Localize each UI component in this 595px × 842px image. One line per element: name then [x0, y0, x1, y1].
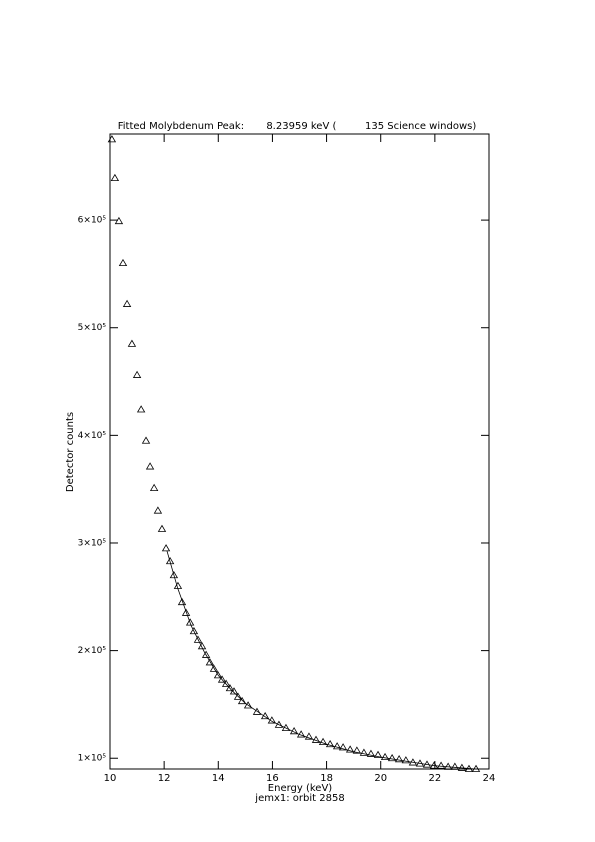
data-point [401, 756, 411, 764]
y-axis-label: Detector counts [65, 412, 76, 492]
data-point [325, 739, 335, 748]
data-point [145, 462, 155, 470]
x-tick-label: 10 [104, 773, 117, 784]
data-point [217, 675, 227, 683]
data-point [153, 506, 163, 514]
subtitle: jemx1: orbit 2858 [254, 793, 344, 804]
x-axis-label: Energy (keV) [268, 783, 333, 794]
data-point [177, 597, 187, 606]
data-point [471, 764, 481, 772]
x-tick-label: 20 [374, 773, 387, 784]
data-point [304, 732, 314, 740]
y-tick-label: 4×10⁵ [78, 431, 107, 441]
data-point [149, 483, 159, 491]
data-point [380, 752, 390, 761]
data-point [107, 135, 117, 143]
data-point [394, 755, 404, 763]
data-point [359, 748, 369, 756]
data-point [366, 749, 376, 757]
y-tick-label: 1×10⁵ [78, 754, 107, 764]
plot-frame [109, 133, 490, 770]
data-point [233, 692, 243, 700]
data-point [132, 370, 142, 378]
data-point [338, 743, 348, 751]
fit-line [166, 550, 476, 770]
data-point [318, 737, 328, 745]
data-point [197, 642, 207, 650]
data-point [373, 750, 383, 758]
data-point [436, 761, 446, 769]
y-tick-label: 3×10⁵ [78, 538, 107, 548]
data-point [181, 608, 191, 616]
y-tick-label: 5×10⁵ [78, 323, 107, 333]
data-point [205, 658, 215, 666]
data-point [189, 626, 199, 635]
data-point [114, 216, 124, 225]
data-point [332, 742, 342, 750]
data-point [352, 746, 362, 754]
x-tick-label: 14 [212, 773, 225, 784]
data-point [136, 405, 146, 413]
data-point [345, 745, 355, 753]
x-tick-label: 12 [158, 773, 171, 784]
data-point [193, 635, 203, 643]
data-point [122, 299, 132, 307]
data-point [165, 556, 175, 565]
data-point [225, 683, 235, 692]
data-point [110, 173, 120, 182]
x-tick-label: 24 [483, 773, 496, 784]
data-point [252, 707, 262, 715]
data-point [185, 618, 195, 626]
x-tick-label: 22 [428, 773, 441, 784]
data-point [161, 544, 171, 552]
y-tick-label: 2×10⁵ [78, 646, 107, 656]
y-tick-label: 6×10⁵ [78, 216, 107, 226]
data-point [274, 720, 284, 728]
data-point [213, 671, 223, 679]
chart-title: Fitted Molybdenum Peak: 8.23959 keV ( 13… [118, 121, 477, 132]
data-point [127, 339, 137, 347]
x-tick-label: 16 [266, 773, 279, 784]
data-point [221, 679, 231, 687]
data-point [118, 258, 128, 267]
data-point [387, 753, 397, 762]
data-point [141, 436, 151, 444]
data-point [157, 524, 167, 532]
data-point [450, 762, 460, 770]
data-point [237, 696, 247, 705]
x-tick-label: 18 [320, 773, 333, 784]
data-point [243, 701, 253, 709]
data-point [201, 650, 211, 658]
data-point [169, 570, 179, 579]
data-point [209, 664, 219, 672]
